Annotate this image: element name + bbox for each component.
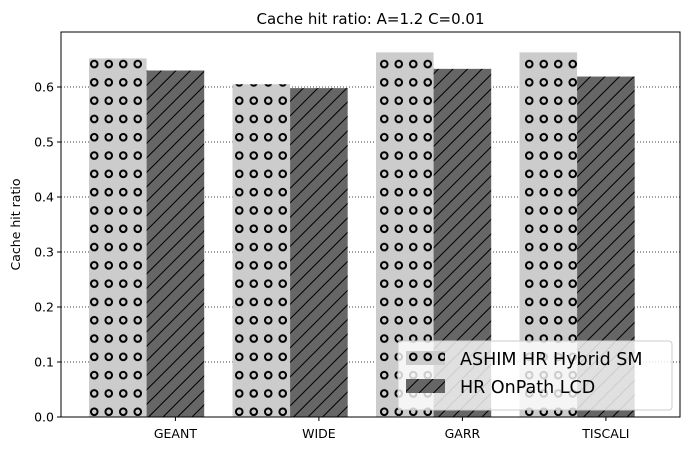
legend-label: ASHIM HR Hybrid SM: [460, 350, 643, 370]
legend-swatch: [406, 379, 445, 393]
plot-frame: [60, 31, 681, 418]
y-tick-label: 0.1: [34, 355, 54, 370]
legend-swatch: [406, 351, 445, 365]
chart-title: Cache hit ratio: A=1.2 C=0.01: [256, 10, 484, 28]
y-tick-label: 0.6: [34, 80, 54, 95]
y-tick-label: 0.0: [34, 410, 54, 425]
y-tick-label: 0.5: [34, 135, 54, 150]
x-tick-label: GARR: [445, 426, 481, 441]
y-tick-label: 0.2: [34, 300, 54, 315]
bar: [89, 58, 147, 417]
legend-box: [397, 340, 673, 411]
bar: [232, 84, 291, 417]
y-tick-label: 0.3: [34, 245, 54, 260]
bar: [146, 70, 205, 417]
bar: [290, 88, 348, 417]
x-tick-label: TISCALI: [581, 426, 629, 441]
y-axis-label: Cache hit ratio: [8, 179, 23, 271]
x-tick-label: WIDE: [302, 426, 336, 441]
y-tick-label: 0.4: [34, 190, 54, 205]
legend-label: HR OnPath LCD: [460, 378, 595, 398]
x-tick-label: GEANT: [154, 426, 197, 441]
